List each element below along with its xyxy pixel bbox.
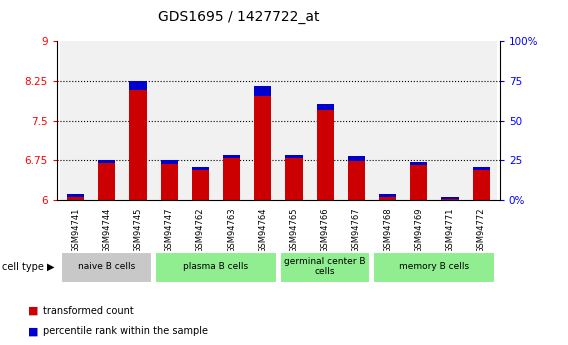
Bar (316, 104, 334, 110)
Bar (185, 41, 216, 200)
Text: naive B cells: naive B cells (78, 262, 135, 271)
Bar (379, 194, 396, 200)
Bar (473, 167, 490, 200)
Bar (98, 160, 115, 163)
Bar (254, 86, 272, 96)
Bar (67, 194, 84, 197)
Text: germinal center B
cells: germinal center B cells (285, 257, 366, 276)
Bar (403, 41, 435, 200)
Bar (310, 41, 341, 200)
Bar (153, 41, 185, 200)
Bar (216, 41, 247, 200)
Bar (155, 252, 277, 283)
Text: plasma B cells: plasma B cells (183, 262, 248, 271)
Text: GDS1695 / 1427722_at: GDS1695 / 1427722_at (158, 10, 319, 24)
Bar (192, 167, 209, 170)
Bar (348, 156, 365, 200)
Bar (192, 167, 209, 200)
Bar (348, 156, 365, 161)
Bar (341, 41, 372, 200)
Bar (379, 194, 396, 197)
Text: cell type ▶: cell type ▶ (2, 262, 54, 272)
Bar (122, 41, 153, 200)
Bar (441, 197, 458, 199)
Bar (98, 160, 115, 200)
Text: ■: ■ (28, 306, 39, 315)
Bar (410, 162, 427, 165)
Bar (435, 41, 466, 200)
Bar (410, 162, 427, 200)
Bar (316, 104, 334, 200)
Bar (374, 252, 495, 283)
Text: transformed count: transformed count (43, 306, 133, 315)
Text: memory B cells: memory B cells (399, 262, 469, 271)
Bar (67, 194, 84, 200)
Bar (61, 252, 152, 283)
Bar (441, 197, 458, 200)
Bar (466, 41, 497, 200)
Bar (161, 160, 178, 200)
Bar (278, 41, 310, 200)
Bar (254, 86, 272, 200)
Bar (130, 80, 147, 90)
Bar (223, 155, 240, 158)
Bar (60, 41, 91, 200)
Bar (280, 252, 370, 283)
Bar (161, 160, 178, 164)
Text: ■: ■ (28, 326, 39, 336)
Bar (285, 155, 303, 200)
Bar (372, 41, 403, 200)
Bar (285, 155, 303, 158)
Bar (247, 41, 278, 200)
Bar (473, 167, 490, 170)
Bar (130, 80, 147, 200)
Bar (223, 155, 240, 200)
Text: percentile rank within the sample: percentile rank within the sample (43, 326, 207, 336)
Bar (91, 41, 122, 200)
